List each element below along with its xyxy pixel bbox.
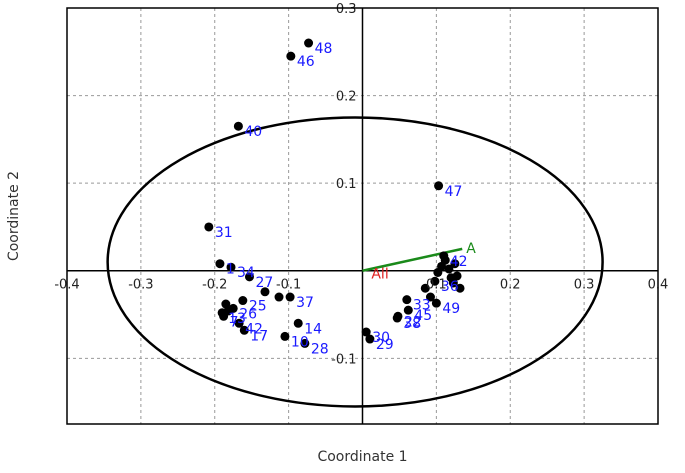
point-label: 42 [450,254,468,270]
data-point [452,271,462,281]
x-tick-label: 0.1 [426,278,447,293]
x-tick-label: -0.2 [202,278,227,293]
point-layer [204,38,465,348]
plot-frame [66,7,659,425]
data-point [280,331,290,341]
data-point [244,272,254,282]
data-point [226,262,236,272]
point-label: 31 [215,225,233,241]
point-label: 36 [441,279,459,295]
ellipse-layer [106,116,604,408]
point-label: 25 [249,299,267,315]
data-point [434,181,444,191]
point-label: 37 [296,295,314,311]
point-label: 30 [372,330,390,346]
data-point [293,318,303,328]
x-tick-label: 0.2 [500,278,521,293]
point-label: 49 [442,301,460,317]
point-label: 14 [304,321,322,337]
data-point [455,283,465,293]
data-point [361,327,371,337]
data-point [402,295,412,305]
point-label: 10 [291,334,309,350]
data-point [444,264,454,274]
point-label: 33 [413,298,431,314]
point-label: 48 [315,41,333,57]
axis-layer [67,8,658,424]
point-label: 38 [403,316,421,332]
point-label: 28 [311,341,329,357]
x-tick-label: -0.3 [128,278,153,293]
point-label: 7 [230,314,239,330]
point-label: 40 [244,124,262,140]
data-point [365,334,375,344]
point-label: 22 [404,314,422,330]
data-point [233,121,243,131]
point-label: 1 [226,262,235,278]
vector-label: A [466,241,476,257]
data-point [439,251,449,261]
point-label: 34 [237,265,255,281]
data-point [260,287,270,297]
data-point [430,276,440,286]
data-point [228,303,238,313]
y-tick-label: 0.1 [336,177,357,192]
data-point [300,338,310,348]
y-tick-label: 0.2 [336,90,357,105]
data-point [238,296,248,306]
confidence-ellipse [106,116,604,408]
point-label: 45 [414,308,432,324]
data-point [234,318,244,328]
point-label: 42 [245,321,263,337]
data-point [420,283,430,293]
data-point [403,305,413,315]
data-point [431,298,441,308]
data-point [425,292,435,302]
data-point [285,292,295,302]
y-tick-label: 0.3 [336,2,357,17]
origin-label: All [371,267,388,283]
point-label: 26 [239,306,257,322]
data-point [448,278,458,288]
point-label: 46 [297,54,315,70]
x-tick-label: -0.1 [276,278,301,293]
x-tick-label: 0.3 [574,278,595,293]
y-axis-title: Coordinate 2 [6,171,22,261]
data-point [392,313,402,323]
data-point [239,325,249,335]
x-axis-title: Coordinate 1 [317,449,407,465]
point-label: 17 [250,328,268,344]
point-label: 29 [376,337,394,353]
data-point [221,299,231,309]
point-label: 13 [228,311,246,327]
data-point [219,311,229,321]
data-point [215,259,225,269]
point-label: 47 [445,184,463,200]
data-point [450,259,460,269]
data-point [204,222,214,232]
point-label: 27 [255,275,273,291]
data-point [286,51,296,61]
data-point [274,292,284,302]
data-point [304,38,314,48]
y-tick-label: -0.1 [331,352,356,367]
